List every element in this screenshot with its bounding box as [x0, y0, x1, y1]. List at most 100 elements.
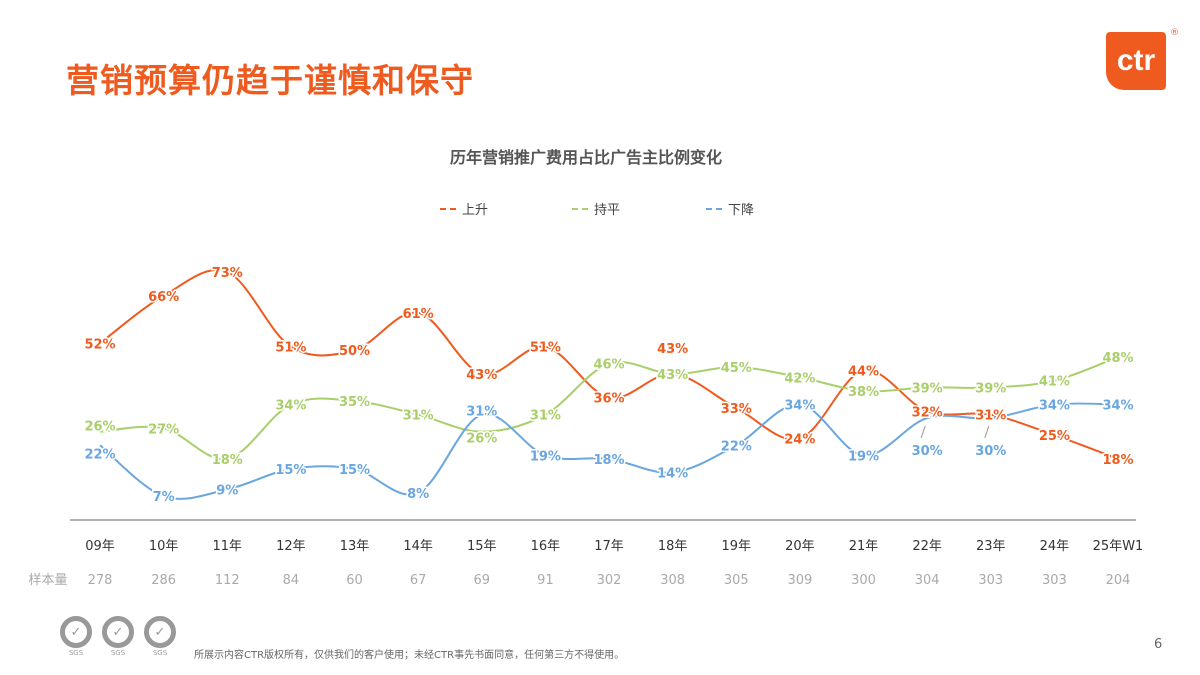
data-label: 26% — [466, 432, 497, 447]
sample-size: 302 — [597, 573, 622, 588]
data-label: 51% — [530, 341, 561, 356]
legend-label: 持平 — [594, 203, 620, 218]
x-tick-label: 24年 — [1040, 539, 1070, 554]
sample-size: 309 — [787, 573, 812, 588]
data-label: 9% — [216, 483, 238, 498]
data-label: 34% — [1102, 398, 1133, 413]
data-label: 19% — [848, 449, 879, 464]
sgs-check-icon: ✓ — [144, 616, 176, 648]
sgs-check-icon: ✓ — [60, 616, 92, 648]
sample-size: 308 — [660, 573, 685, 588]
sample-label: 样本量 — [28, 573, 67, 588]
leader-line — [984, 425, 990, 439]
data-label: 46% — [593, 358, 624, 373]
data-label: 43% — [657, 342, 688, 357]
sample-size: 84 — [283, 573, 300, 588]
x-tick-label: 20年 — [785, 539, 815, 554]
data-label: 30% — [912, 444, 943, 459]
data-label: 66% — [148, 290, 179, 305]
x-tick-label: 25年W1 — [1093, 539, 1144, 554]
data-label: 48% — [1102, 351, 1133, 366]
data-label: 50% — [339, 344, 370, 359]
data-label: 22% — [721, 439, 752, 454]
x-tick-label: 22年 — [912, 539, 942, 554]
data-label: 26% — [84, 420, 115, 435]
data-label: 18% — [593, 453, 624, 468]
data-label: 45% — [721, 361, 752, 376]
data-label: 19% — [530, 449, 561, 464]
data-label: 39% — [975, 382, 1006, 397]
data-label: 34% — [275, 398, 306, 413]
x-tick-label: 17年 — [594, 539, 624, 554]
data-label: 35% — [339, 395, 370, 410]
sgs-badge-label: SGS — [110, 649, 126, 657]
data-label: 25% — [1039, 429, 1070, 444]
data-label: 34% — [784, 398, 815, 413]
ctr-logo: ctr — [1106, 32, 1166, 90]
data-label: 43% — [466, 368, 497, 383]
sample-size: 91 — [537, 573, 554, 588]
data-label: 18% — [212, 453, 243, 468]
data-label: 42% — [784, 371, 815, 386]
sgs-badge-label: SGS — [68, 649, 84, 657]
sample-size: 278 — [88, 573, 113, 588]
legend: 上升 持平 下降 — [440, 203, 754, 218]
sample-size: 60 — [346, 573, 363, 588]
data-label: 61% — [403, 307, 434, 322]
sample-size: 204 — [1106, 573, 1131, 588]
data-label: 7% — [153, 490, 175, 505]
legend-label: 下降 — [728, 203, 754, 218]
data-label: 32% — [912, 405, 943, 420]
data-label: 51% — [275, 341, 306, 356]
data-label: 31% — [403, 409, 434, 424]
data-label: 33% — [721, 402, 752, 417]
copyright-notice: 所展示内容CTR版权所有，仅供我们的客户使用；未经CTR事先书面同意，任何第三方… — [194, 650, 625, 661]
registered-mark: ® — [1170, 28, 1179, 38]
sgs-badge-label: SGS — [152, 649, 168, 657]
page-number: 6 — [1154, 637, 1163, 652]
data-label: 31% — [975, 409, 1006, 424]
sample-size: 300 — [851, 573, 876, 588]
data-label: 30% — [975, 444, 1006, 459]
data-label: 39% — [912, 382, 943, 397]
data-label: 14% — [657, 466, 688, 481]
data-label: 31% — [530, 409, 561, 424]
x-tick-label: 09年 — [85, 539, 115, 554]
sample-size: 303 — [1042, 573, 1067, 588]
sgs-badge: ✓ SGS — [58, 616, 94, 658]
sgs-badge: ✓ SGS — [142, 616, 178, 658]
page-title: 营销预算仍趋于谨慎和保守 — [66, 61, 474, 100]
data-label: 36% — [593, 392, 624, 407]
x-tick-label: 16年 — [531, 539, 561, 554]
sample-size: 286 — [151, 573, 176, 588]
x-tick-label: 23年 — [976, 539, 1006, 554]
series-line-下降 — [99, 402, 1119, 500]
chart-title: 历年营销推广费用占比广告主比例变化 — [450, 148, 722, 167]
data-label: 52% — [84, 337, 115, 352]
leader-line — [920, 425, 926, 439]
x-tick-label: 13年 — [340, 539, 370, 554]
x-tick-label: 15年 — [467, 539, 497, 554]
data-label: 8% — [407, 487, 429, 502]
x-tick-label: 12年 — [276, 539, 306, 554]
data-label: 18% — [1102, 453, 1133, 468]
sample-size: 303 — [978, 573, 1003, 588]
x-tick-label: 18年 — [658, 539, 688, 554]
sample-size: 69 — [473, 573, 490, 588]
data-label: 41% — [1039, 375, 1070, 390]
data-label: 44% — [848, 365, 879, 380]
legend-label: 上升 — [462, 203, 488, 218]
x-tick-label: 10年 — [149, 539, 179, 554]
data-label: 27% — [148, 422, 179, 437]
x-tick-label: 14年 — [403, 539, 433, 554]
sgs-badge: ✓ SGS — [100, 616, 136, 658]
sample-size: 305 — [724, 573, 749, 588]
data-label: 31% — [466, 405, 497, 420]
sample-size: 112 — [215, 573, 240, 588]
sample-size: 304 — [915, 573, 940, 588]
data-label: 38% — [848, 385, 879, 400]
series-line-上升 — [99, 269, 1119, 460]
data-label: 22% — [84, 447, 115, 462]
x-tick-label: 11年 — [212, 539, 242, 554]
data-label: 43% — [657, 368, 688, 383]
